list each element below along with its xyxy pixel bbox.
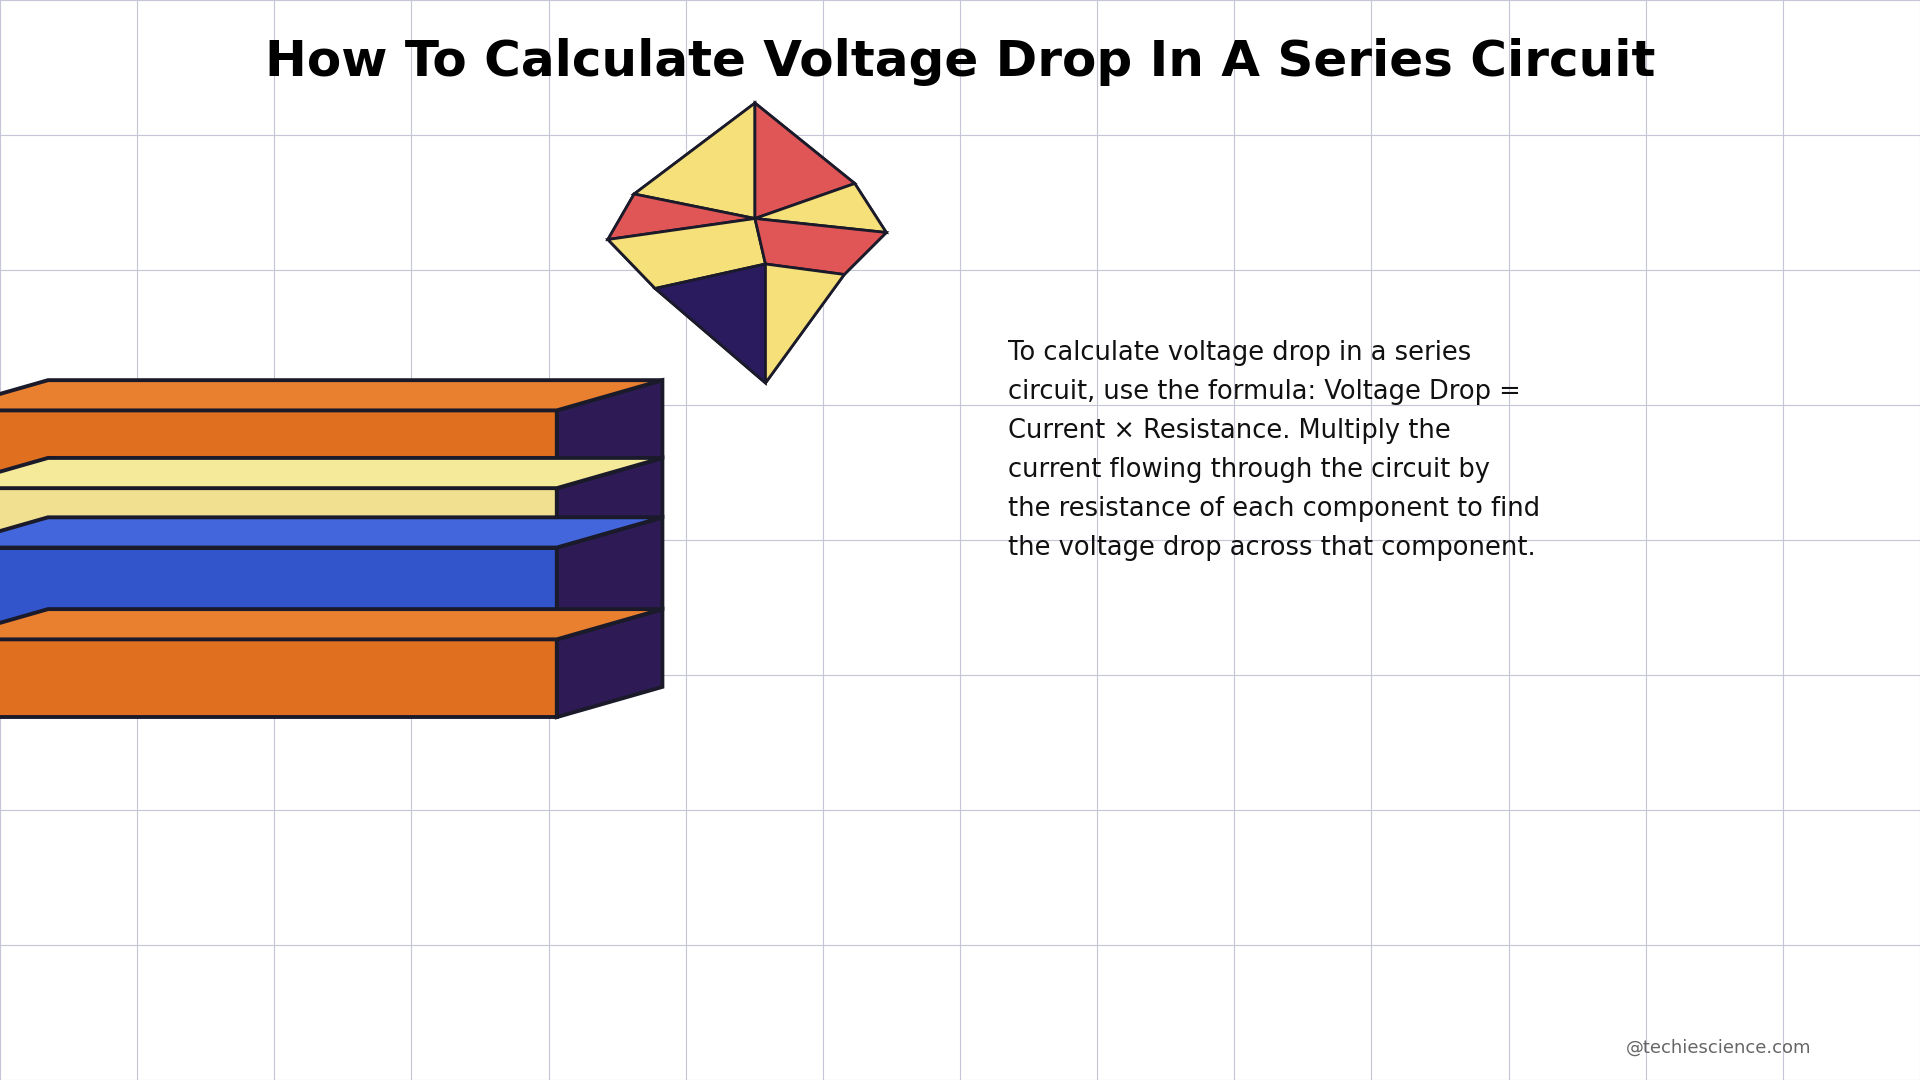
Text: @techiescience.com: @techiescience.com (1626, 1038, 1811, 1056)
Polygon shape (0, 380, 662, 410)
Polygon shape (0, 488, 557, 548)
Polygon shape (0, 517, 662, 548)
Polygon shape (557, 458, 662, 548)
Polygon shape (609, 218, 766, 288)
Polygon shape (655, 264, 766, 383)
Polygon shape (557, 609, 662, 717)
Polygon shape (0, 548, 557, 639)
Polygon shape (609, 194, 755, 240)
Polygon shape (634, 103, 887, 383)
Polygon shape (609, 194, 766, 288)
Text: To calculate voltage drop in a series
circuit, use the formula: Voltage Drop =
C: To calculate voltage drop in a series ci… (1008, 340, 1540, 562)
Polygon shape (557, 517, 662, 639)
Polygon shape (755, 103, 854, 218)
Polygon shape (766, 264, 845, 383)
Polygon shape (557, 380, 662, 488)
Polygon shape (0, 410, 557, 488)
Polygon shape (755, 218, 887, 274)
Polygon shape (0, 458, 662, 488)
Polygon shape (634, 103, 755, 218)
Polygon shape (0, 639, 557, 717)
Polygon shape (0, 609, 662, 639)
Polygon shape (755, 184, 887, 232)
Text: How To Calculate Voltage Drop In A Series Circuit: How To Calculate Voltage Drop In A Serie… (265, 38, 1655, 85)
